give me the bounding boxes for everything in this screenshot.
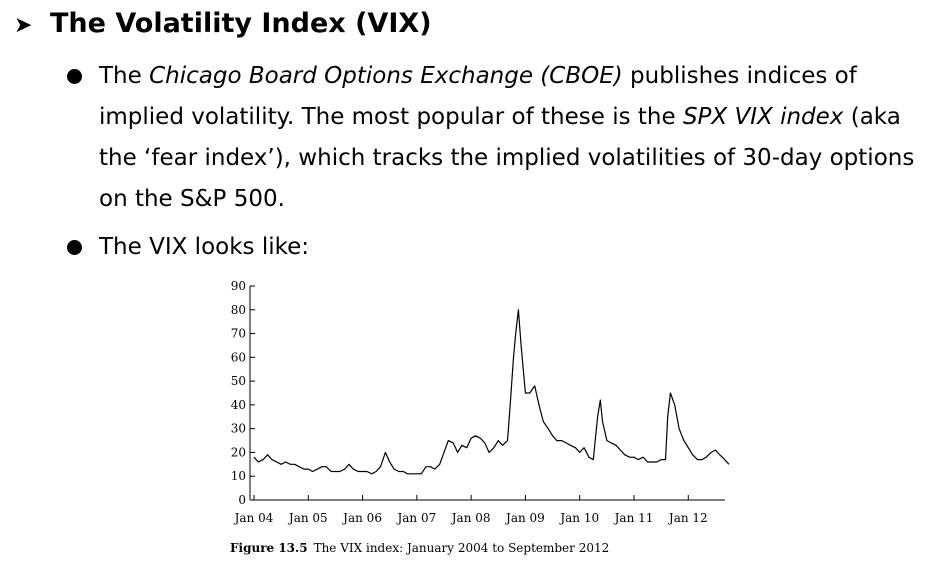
y-tick-label: 50: [231, 374, 246, 388]
x-tick-label: Jan 11: [613, 511, 654, 525]
y-tick-label: 40: [231, 398, 246, 412]
cboe-name: Chicago Board Options Exchange (CBOE): [149, 63, 623, 89]
x-tick-label: Jan 12: [667, 511, 708, 525]
x-tick-label: Jan 04: [233, 511, 274, 525]
arrow-bullet-icon: ➤: [14, 13, 33, 38]
bullet-cboe: The Chicago Board Options Exchange (CBOE…: [67, 56, 929, 220]
bullet-vix-looks: The VIX looks like:: [67, 227, 929, 268]
y-tick-label: 10: [231, 469, 246, 483]
y-tick-label: 80: [231, 303, 246, 317]
x-tick-label: Jan 05: [287, 511, 328, 525]
bullet-text: The VIX looks like:: [99, 234, 309, 260]
x-tick-label: Jan 08: [450, 511, 491, 525]
bullet-text: (aka the ‘fear index’), which tracks the…: [99, 104, 915, 212]
bullet-text: publishes indices of implied volatility.…: [99, 63, 857, 130]
y-tick-label: 30: [231, 422, 246, 436]
y-axis: 0 10 20 30 40 50 60 70 80 90: [231, 279, 255, 507]
x-tick-label: Jan 10: [558, 511, 599, 525]
bullet-text: The: [99, 63, 150, 89]
y-tick-label: 20: [231, 445, 246, 459]
y-tick-label: 60: [231, 350, 246, 364]
x-tick-label: Jan 07: [395, 511, 436, 525]
bullet-dot-icon: [67, 240, 82, 255]
y-tick-label: 90: [231, 279, 246, 293]
vix-series-line: [253, 309, 730, 475]
x-axis: Jan 04 Jan 05 Jan 06 Jan 07 Jan 08 Jan 09 Jan …: [233, 495, 725, 525]
caption-label: Figure 13.5: [230, 541, 308, 555]
figure-caption: Figure 13.5 The VIX index: January 2004 t…: [230, 541, 609, 555]
vix-index-name: SPX VIX index: [682, 104, 844, 130]
slide-heading: ➤ The Volatility Index (VIX): [14, 8, 432, 39]
y-tick-label: 70: [231, 327, 246, 341]
heading-text: The Volatility Index (VIX): [50, 8, 432, 39]
x-tick-label: Jan 09: [504, 511, 545, 525]
bullet-dot-icon: [67, 69, 82, 84]
caption-text: The VIX index: January 2004 to September…: [314, 541, 610, 555]
y-tick-label: 0: [238, 493, 246, 507]
x-tick-label: Jan 06: [341, 511, 382, 525]
